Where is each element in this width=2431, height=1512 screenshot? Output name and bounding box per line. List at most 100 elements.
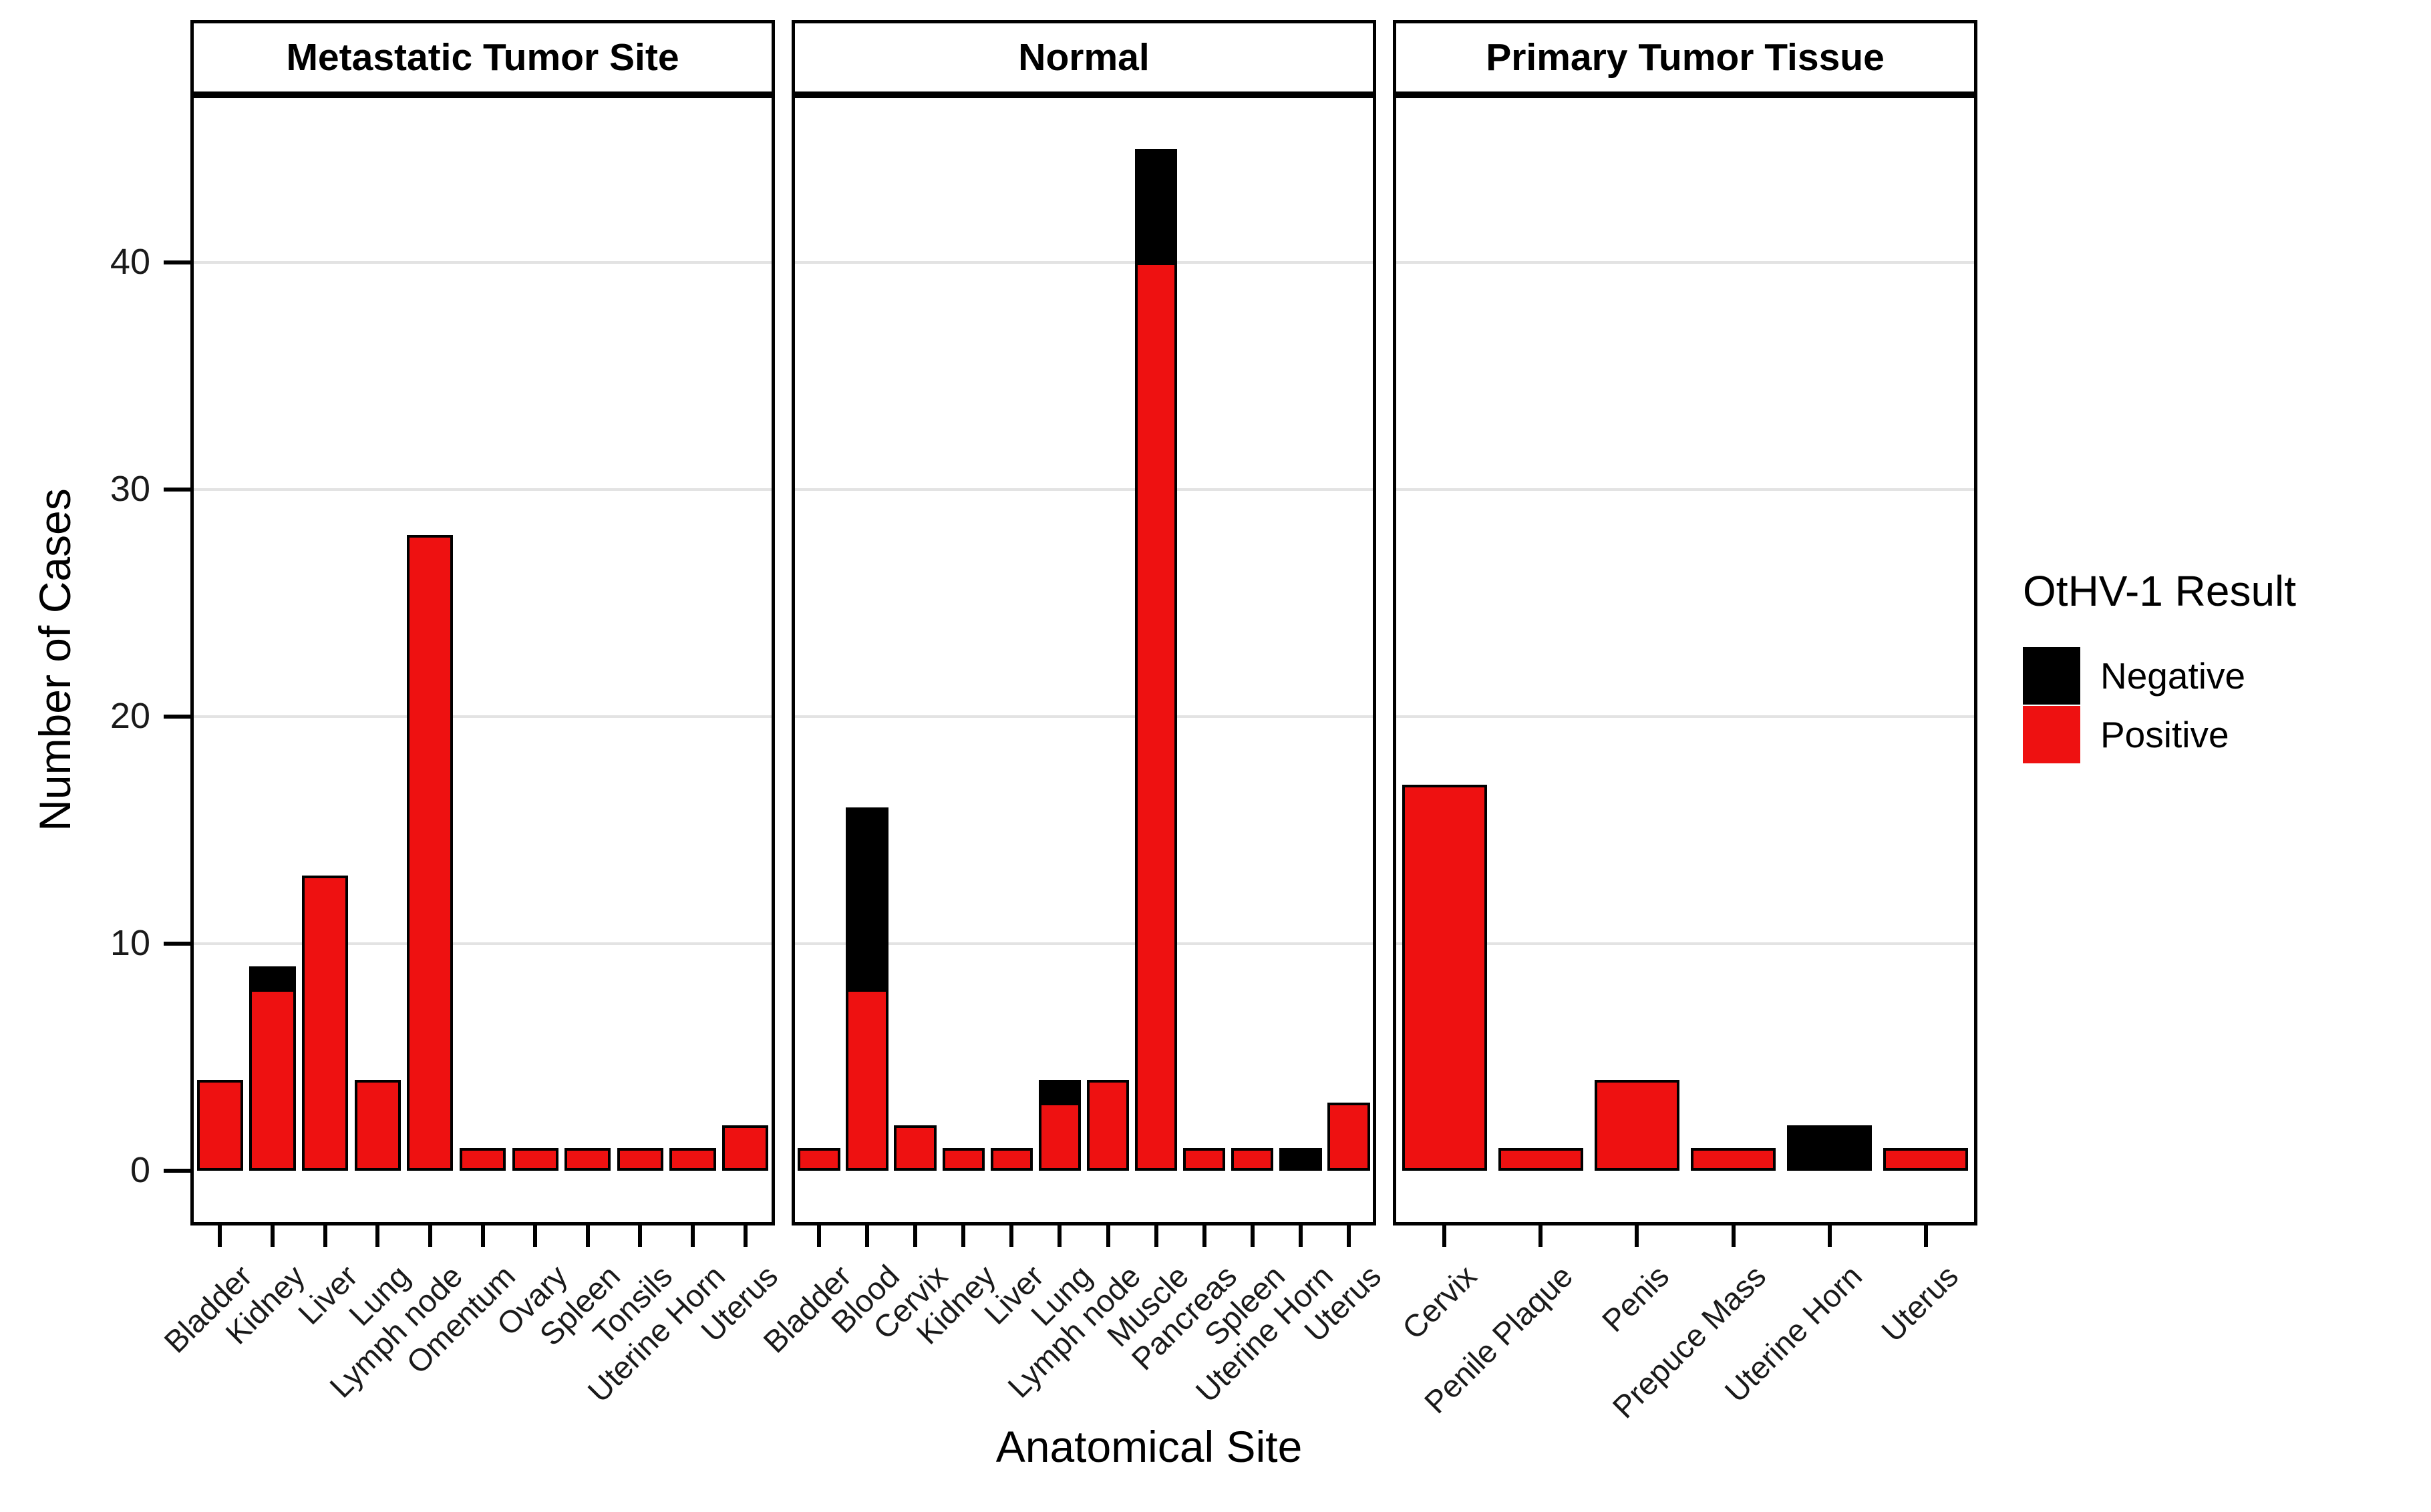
bar-positive-liver — [990, 1148, 1033, 1171]
plot-panel — [1393, 95, 1977, 1225]
x-tick-mark — [428, 1225, 432, 1247]
bar-positive-cervix — [894, 1125, 937, 1171]
bar-positive-spleen — [1231, 1148, 1274, 1171]
y-tick-mark — [164, 488, 190, 492]
legend-entries: Negative Positive — [2023, 646, 2296, 764]
y-tick-mark — [164, 942, 190, 946]
x-tick-mark — [585, 1225, 590, 1247]
bar-negative-lung — [1038, 1080, 1082, 1103]
bar-positive-lymph-node — [1086, 1080, 1130, 1171]
bar-positive-lung — [1038, 1103, 1082, 1171]
gridline-y-10 — [795, 942, 1373, 945]
x-axis-title: Anatomical Site — [995, 1422, 1303, 1471]
x-tick-mark — [1154, 1225, 1158, 1247]
plot-panel — [190, 95, 775, 1225]
x-tick-mark — [533, 1225, 538, 1247]
bar-negative-kidney — [249, 966, 296, 989]
facet-strip-label: Primary Tumor Tissue — [1393, 20, 1977, 95]
bar-positive-kidney — [249, 989, 296, 1171]
gridline-y-30 — [194, 488, 772, 491]
facet-panel-3: Primary Tumor Tissue Cervix Penile Plaque P… — [1393, 20, 1977, 1512]
x-tick-mark — [1442, 1225, 1447, 1247]
gridline-y-40 — [194, 261, 772, 264]
bar-positive-uterus — [1883, 1148, 1969, 1171]
plot-panel — [792, 95, 1376, 1225]
bar-positive-omentum — [459, 1148, 506, 1171]
gridline-y-10 — [1396, 942, 1974, 945]
x-tick-label: Uterus — [1874, 1258, 1965, 1349]
x-tick-mark — [1058, 1225, 1062, 1247]
y-tick-label: 10 — [110, 923, 150, 963]
bar-positive-muscle — [1134, 262, 1178, 1171]
bar-positive-penile-plaque — [1498, 1148, 1583, 1171]
bar-positive-tonsils — [617, 1148, 663, 1171]
x-tick-mark — [480, 1225, 485, 1247]
legend-swatch-positive — [2023, 706, 2080, 763]
x-tick-mark — [1250, 1225, 1255, 1247]
x-tick-mark — [1346, 1225, 1351, 1247]
bar-positive-uterine-horn — [669, 1148, 716, 1171]
bar-positive-ovary — [512, 1148, 558, 1171]
facet-panel-2: Normal Bladder Blood Cervix Kidney Liver Lung L… — [756, 20, 1388, 1512]
x-tick-mark — [961, 1225, 966, 1247]
x-tick-mark — [270, 1225, 275, 1247]
x-tick-label: Cervix — [1395, 1258, 1484, 1346]
legend-title: OtHV-1 Result — [2023, 567, 2297, 615]
legend-swatch-negative — [2023, 647, 2080, 705]
y-tick-mark — [164, 715, 190, 719]
bar-positive-cervix — [1402, 785, 1487, 1171]
y-tick-mark — [164, 1169, 190, 1173]
x-tick-mark — [1106, 1225, 1110, 1247]
bar-positive-kidney — [942, 1148, 985, 1171]
x-tick-mark — [1731, 1225, 1736, 1247]
x-tick-mark — [1202, 1225, 1206, 1247]
bar-negative-muscle — [1134, 149, 1178, 262]
y-tick-label: 30 — [110, 469, 150, 509]
bar-positive-liver — [301, 876, 349, 1171]
bar-positive-prepuce-mass — [1691, 1148, 1776, 1171]
x-tick-mark — [375, 1225, 380, 1247]
bar-positive-lung — [354, 1080, 401, 1171]
x-tick-mark — [691, 1225, 695, 1247]
facet-strip-label: Metastatic Tumor Site — [190, 20, 775, 95]
facet-strip-label: Normal — [792, 20, 1376, 95]
bar-positive-pancreas — [1182, 1148, 1226, 1171]
y-tick-label: 40 — [110, 242, 150, 282]
gridline-y-20 — [1396, 715, 1974, 718]
x-tick-mark — [1009, 1225, 1014, 1247]
bar-positive-lymph-node — [407, 535, 454, 1171]
legend-label: Negative — [2100, 655, 2246, 697]
bar-negative-uterine-horn — [1787, 1125, 1873, 1171]
bar-positive-penis — [1594, 1080, 1679, 1171]
y-tick-mark — [164, 260, 190, 264]
x-tick-mark — [323, 1225, 327, 1247]
bar-positive-spleen — [564, 1148, 611, 1171]
bar-positive-uterus — [1327, 1103, 1370, 1171]
x-tick-mark — [1538, 1225, 1543, 1247]
gridline-y-40 — [795, 261, 1373, 264]
gridline-y-20 — [194, 715, 772, 718]
legend-entry-positive: Positive — [2023, 705, 2296, 764]
x-tick-mark — [1298, 1225, 1303, 1247]
x-tick-mark — [638, 1225, 643, 1247]
bar-positive-blood — [846, 989, 888, 1171]
bar-negative-blood — [846, 807, 888, 989]
y-axis-title: Number of Cases — [30, 488, 79, 831]
x-tick-mark — [913, 1225, 918, 1247]
x-tick-mark — [865, 1225, 870, 1247]
bar-positive-uterus — [722, 1125, 769, 1171]
gridline-y-20 — [795, 715, 1373, 718]
x-tick-mark — [1635, 1225, 1639, 1247]
x-tick-mark — [1827, 1225, 1832, 1247]
x-tick-mark — [218, 1225, 222, 1247]
bar-positive-bladder — [196, 1080, 243, 1171]
x-tick-mark — [817, 1225, 822, 1247]
legend-label: Positive — [2100, 714, 2229, 755]
y-tick-label: 20 — [110, 696, 150, 736]
x-tick-mark — [743, 1225, 748, 1247]
x-tick-mark — [1923, 1225, 1928, 1247]
bar-positive-bladder — [798, 1148, 840, 1171]
legend: OtHV-1 Result Negative Positive — [2023, 566, 2296, 764]
gridline-y-40 — [1396, 261, 1974, 264]
